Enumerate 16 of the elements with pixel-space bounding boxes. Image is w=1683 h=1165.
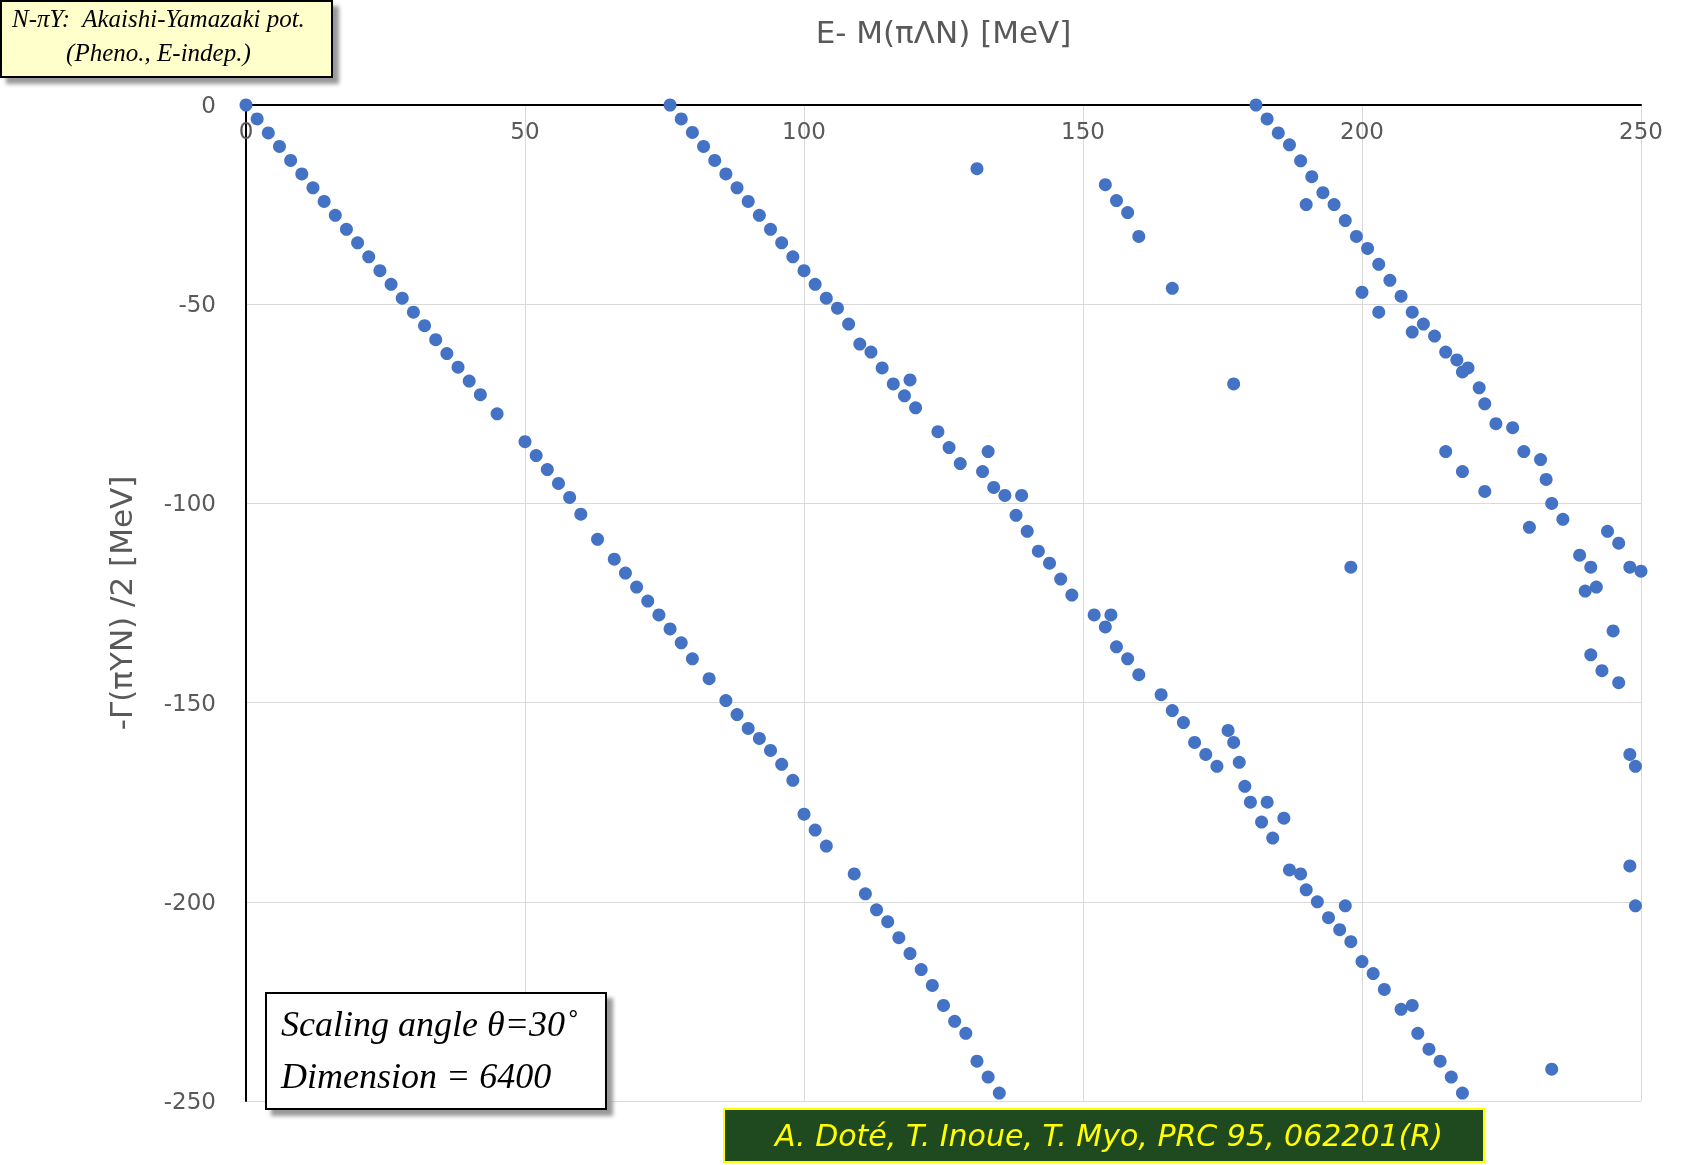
y-tick-label: -100	[163, 490, 216, 517]
y-axis-title: -Γ(πYN) /2 [MeV]	[102, 475, 139, 731]
y-tick-label: -150	[163, 689, 216, 716]
annotation: Scaling angle θ=30˚ Dimension = 6400	[265, 992, 607, 1110]
y-tick-label: -200	[163, 888, 216, 915]
x-tick-label: 150	[1061, 117, 1105, 144]
x-tick-label: 250	[1619, 117, 1663, 144]
y-tick-label: -250	[163, 1088, 216, 1114]
text: A. Doté, T. Inoue, T. Myo, PRC 95, 062201(R)	[723, 1108, 1485, 1163]
x-tick-label: 50	[510, 117, 540, 144]
y-tick-label: 0	[201, 92, 216, 118]
y-tick-label: -50	[178, 291, 216, 318]
text: N-πY: Akaishi-Yamazaki pot. (Pheno., E-indep.)	[0, 0, 333, 78]
x-axis-title: E- M(πΛN) [MeV]	[815, 13, 1072, 50]
x-tick-label: 100	[782, 117, 826, 144]
x-tick-label: 200	[1340, 117, 1384, 144]
